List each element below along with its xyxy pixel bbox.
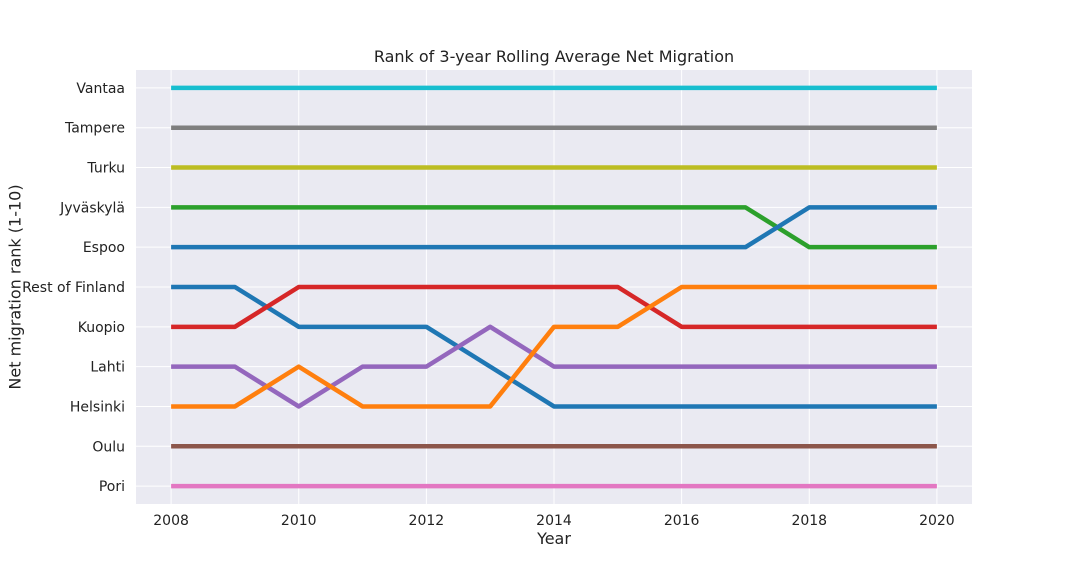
series-line xyxy=(171,324,937,409)
y-tick-labels: Pori Oulu Helsinki Lahti Kuopio Rest of Finla… xyxy=(22,81,125,495)
series-line xyxy=(171,205,937,250)
x-tick-label: 2008 xyxy=(153,513,189,529)
y-tick-label: Tampere xyxy=(64,121,125,137)
x-tick-label: 2014 xyxy=(536,513,572,529)
chart-title: Rank of 3-year Rolling Average Net Migra… xyxy=(374,47,734,66)
x-tick-label: 2018 xyxy=(791,513,827,529)
y-tick-label: Turku xyxy=(86,161,125,177)
y-tick-label: Rest of Finland xyxy=(22,280,125,296)
y-tick-label: Jyväskylä xyxy=(59,200,125,216)
series-line xyxy=(171,284,937,330)
series-line xyxy=(171,284,937,409)
y-tick-label: Vantaa xyxy=(76,81,125,97)
series-line xyxy=(171,205,937,250)
x-tick-label: 2010 xyxy=(281,513,317,529)
y-tick-label: Pori xyxy=(99,479,125,495)
y-axis-label: Net migration rank (1-10) xyxy=(6,184,25,389)
x-tick-labels: 2008 2010 2012 2014 2016 2018 2020 xyxy=(153,513,954,529)
y-tick-label: Lahti xyxy=(90,360,125,376)
x-tick-label: 2012 xyxy=(409,513,445,529)
y-tick-label: Kuopio xyxy=(78,320,125,336)
y-tick-label: Espoo xyxy=(83,240,125,256)
x-tick-label: 2020 xyxy=(919,513,955,529)
y-tick-label: Oulu xyxy=(92,439,125,455)
y-tick-label: Helsinki xyxy=(70,399,125,415)
x-tick-label: 2016 xyxy=(664,513,700,529)
series-lines xyxy=(171,85,937,489)
series-line xyxy=(171,284,937,409)
x-axis-label: Year xyxy=(536,529,571,548)
